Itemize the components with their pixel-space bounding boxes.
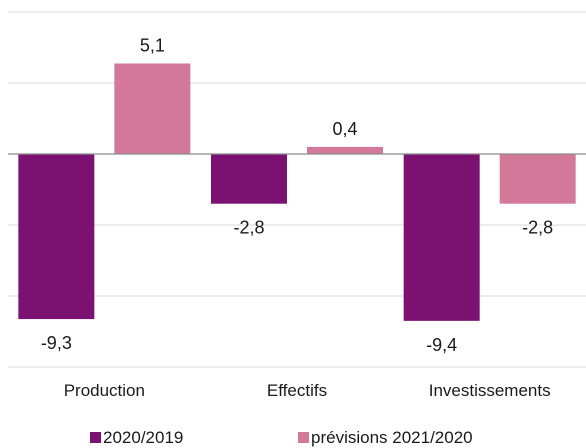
- bars: [18, 63, 576, 321]
- data-label: 0,4: [332, 119, 357, 139]
- bar-investissements-series-2: [499, 154, 576, 204]
- data-labels: -9,3 5,1 -2,8 0,4 -9,4 -2,8: [41, 35, 553, 354]
- legend-label: prévisions 2021/2020: [311, 428, 473, 447]
- bar-effectifs-series-1: [211, 154, 287, 204]
- legend-item: 2020/2019: [90, 428, 183, 447]
- data-label: -9,4: [426, 335, 457, 355]
- bar-production-series-2: [114, 63, 191, 154]
- x-tick-label: Effectifs: [267, 381, 327, 400]
- data-label: -9,3: [41, 333, 72, 353]
- x-tick-label: Investissements: [429, 381, 551, 400]
- legend-item: prévisions 2021/2020: [298, 428, 473, 447]
- legend-label: 2020/2019: [103, 428, 183, 447]
- bar-investissements-series-1: [403, 154, 480, 321]
- bar-effectifs-series-2: [307, 146, 383, 154]
- x-tick-label: Production: [64, 381, 145, 400]
- legend-swatch: [298, 432, 309, 443]
- data-label: -2,8: [233, 218, 264, 238]
- legend: 2020/2019 prévisions 2021/2020: [90, 428, 473, 447]
- x-axis-tick-labels: Production Effectifs Investissements: [64, 381, 551, 400]
- legend-swatch: [90, 432, 101, 443]
- bar-production-series-1: [18, 154, 95, 320]
- gridlines: [8, 11, 586, 368]
- data-label: -2,8: [522, 218, 553, 238]
- data-label: 5,1: [140, 35, 165, 55]
